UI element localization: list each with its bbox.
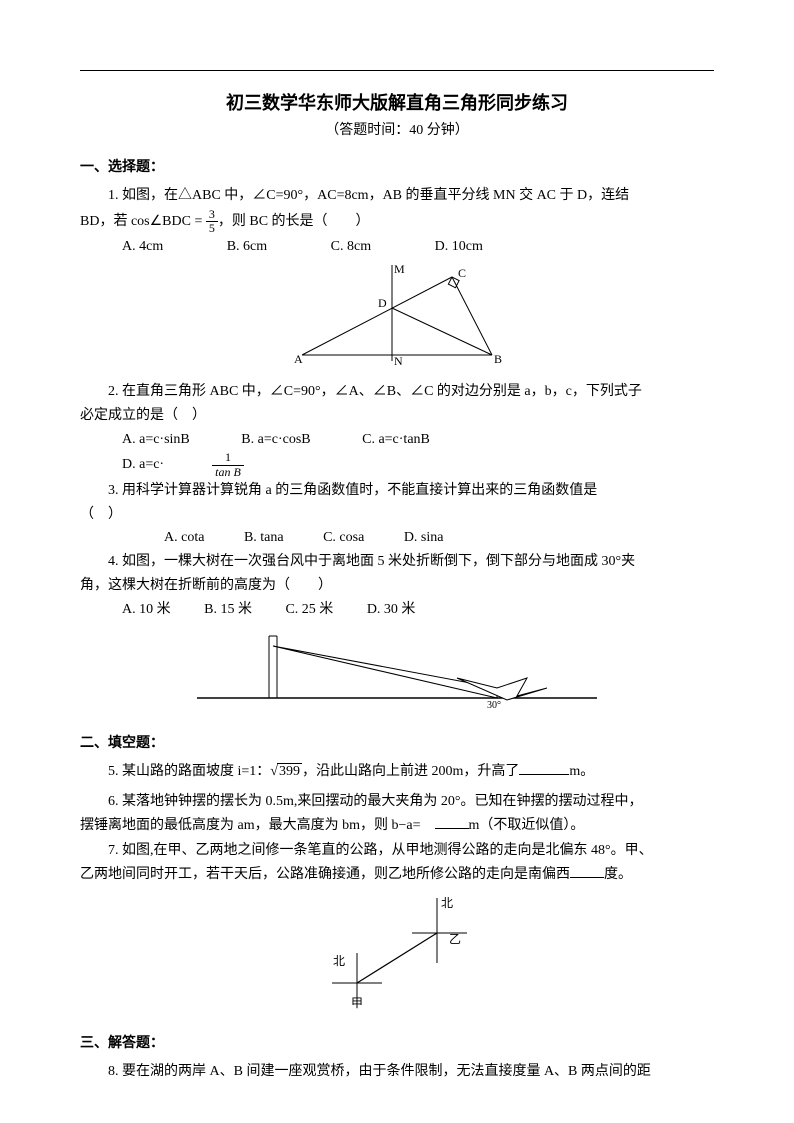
q4-optC: C. 25 米 [285, 598, 333, 622]
q2-line1: 2. 在直角三角形 ABC 中，∠C=90°，∠A、∠B、∠C 的对边分别是 a… [80, 380, 714, 404]
q5: 5. 某山路的路面坡度 i=1：399，沿此山路向上前进 200m，升高了m。 [80, 760, 714, 784]
q6-blank [435, 815, 469, 829]
q7-line2: 乙两地间同时开工，若干天后，公路准确接通，则乙地所修公路的走向是南偏西度。 [80, 863, 714, 887]
q2-optA: A. a=c·sinB [122, 428, 190, 452]
q3-optD: D. sina [404, 526, 444, 550]
section-1-head: 一、选择题： [80, 156, 714, 180]
q1-optC: C. 8cm [331, 235, 371, 259]
q3-line2: （ ） [80, 503, 714, 527]
q3-line1: 3. 用科学计算器计算锐角 a 的三角函数值时，不能直接计算出来的三角函数值是 [80, 479, 714, 503]
q7-label-north2: 北 [441, 896, 453, 910]
q4-optA: A. 10 米 [122, 598, 171, 622]
q3-optB: B. tana [244, 526, 284, 550]
q4-options: A. 10 米 B. 15 米 C. 25 米 D. 30 米 [80, 598, 714, 622]
q7-line1: 7. 如图,在甲、乙两地之间修一条笔直的公路，从甲地测得公路的走向是北偏东 48… [80, 839, 714, 863]
page-subtitle: （答题时间：40 分钟） [80, 119, 714, 143]
q1-eq-lhs: cos∠BDC = [131, 214, 206, 229]
q1-label-A: A [294, 352, 303, 365]
q1-label-M: M [394, 265, 405, 276]
sqrt-icon: 399 [270, 764, 302, 779]
q4-figure: 30° [80, 628, 714, 717]
q1-line2: BD，若 cos∠BDC = 35，则 BC 的长是（ ） [80, 208, 714, 235]
q1-optB: B. 6cm [227, 235, 267, 259]
q1-label-N: N [394, 354, 403, 365]
q2-optC: C. a=c·tanB [362, 428, 430, 452]
q1-figure: A B C D M N [80, 265, 714, 374]
q1-label-D: D [378, 296, 387, 310]
q1-line2b: ，则 BC 的长是（ ） [218, 214, 370, 229]
q1-frac: 35 [206, 208, 218, 235]
q4-optD: D. 30 米 [367, 598, 416, 622]
q4-angle: 30° [487, 700, 501, 708]
q4-line1: 4. 如图，一棵大树在一次强台风中于离地面 5 米处折断倒下，倒下部分与地面成 … [80, 550, 714, 574]
q7-label-jia: 甲 [351, 996, 363, 1010]
page-title: 初三数学华东师大版解直角三角形同步练习 [80, 88, 714, 119]
q5-blank [519, 761, 569, 775]
q1-optD: D. 10cm [435, 235, 483, 259]
q7-label-north1: 北 [333, 954, 345, 968]
q1-label-C: C [458, 266, 466, 280]
q6-line2: 摆锤离地面的最低高度为 am，最大高度为 bm，则 b−a= m（不取近似值）。 [80, 814, 714, 838]
section-3-head: 三、解答题： [80, 1032, 714, 1056]
q7-label-yi: 乙 [449, 932, 461, 946]
top-rule [80, 70, 714, 71]
q6-line1: 6. 某落地钟钟摆的摆长为 0.5m,来回摆动的最大夹角为 20°。已知在钟摆的… [80, 790, 714, 814]
q2-line2: 必定成立的是（ ） [80, 404, 714, 428]
q4-optB: B. 15 米 [204, 598, 252, 622]
q1-line2a: BD，若 [80, 214, 131, 229]
q3-options: A. cota B. tana C. cosa D. sina [80, 526, 714, 550]
section-2-head: 二、填空题： [80, 732, 714, 756]
q3-optC: C. cosa [323, 526, 364, 550]
q1-label-B: B [494, 352, 502, 365]
q8-line1: 8. 要在湖的两岸 A、B 间建一座观赏桥，由于条件限制，无法直接度量 A、B … [80, 1060, 714, 1084]
q3-optA: A. cota [164, 526, 204, 550]
q7-figure: 北 北 甲 乙 [80, 893, 714, 1022]
q1-optA: A. 4cm [122, 235, 163, 259]
q1-options: A. 4cm B. 6cm C. 8cm D. 10cm [80, 235, 714, 259]
q7-blank [570, 864, 604, 878]
q4-line2: 角，这棵大树在折断前的高度为（ ） [80, 574, 714, 598]
q2-options: A. a=c·sinB B. a=c·cosB C. a=c·tanB D. a… [80, 428, 714, 479]
q2-optB: B. a=c·cosB [241, 428, 310, 452]
q2-optD: D. a=c·1tan B [122, 451, 340, 478]
q1-line1: 1. 如图，在△ABC 中，∠C=90°，AC=8cm，AB 的垂直平分线 MN… [80, 184, 714, 208]
